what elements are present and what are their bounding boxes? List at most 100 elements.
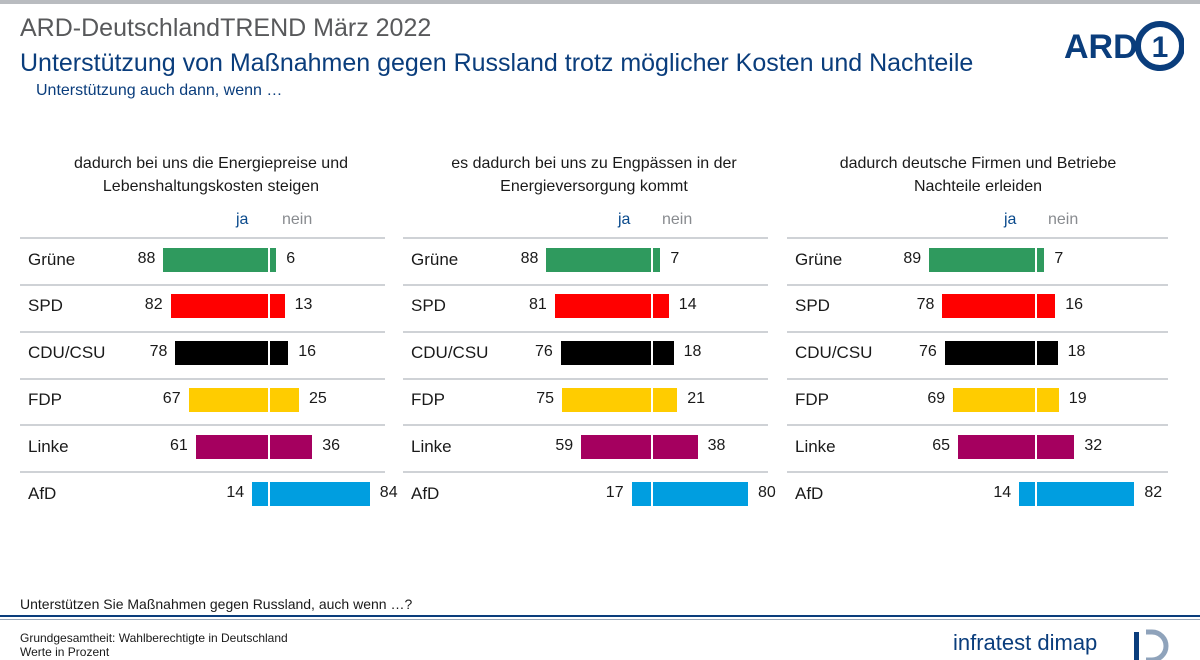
page-subtitle: Unterstützung auch dann, wenn … [36,82,283,99]
value-nein: 32 [1084,437,1103,454]
bar-nein [652,388,678,412]
bar-ja [554,294,652,318]
value-ja: 76 [919,343,937,360]
column-header-ja: ja [618,211,631,228]
zero-line [651,435,653,459]
party-label: AfD [795,484,824,503]
ard-logo-ring [1135,21,1184,71]
zero-line [651,248,653,272]
zero-line [1035,294,1037,318]
bar-ja [929,248,1036,272]
ard-logo-digit: 1 [1152,31,1169,64]
bar-ja [562,388,652,412]
value-nein: 16 [1065,296,1083,313]
value-nein: 38 [707,437,726,454]
bar-nein [1036,482,1135,506]
value-ja: 82 [144,296,163,313]
party-label: FDP [411,390,445,409]
bar-ja [546,248,652,272]
row-divider [20,424,385,426]
column-header-nein: nein [1048,211,1079,228]
column-header-ja: ja [1004,211,1017,228]
zero-line [268,294,270,318]
row-divider [403,331,768,333]
bar-nein [269,482,370,506]
value-nein: 25 [309,390,327,407]
value-nein: 36 [322,437,340,454]
row-divider [787,237,1168,239]
party-label: CDU/CSU [28,343,106,362]
survey-question: Unterstützen Sie Maßnahmen gegen Russlan… [20,596,413,612]
value-ja: 81 [529,296,547,313]
bar-nein [652,435,698,459]
value-nein: 21 [687,390,705,407]
value-nein: 6 [286,250,296,267]
value-nein: 13 [294,296,313,313]
party-label: AfD [411,484,440,503]
zero-line [651,294,653,318]
bar-nein [652,248,661,272]
zero-line [268,341,270,365]
zero-line [1035,388,1037,412]
value-nein: 7 [670,250,680,267]
party-label: Grüne [411,250,459,269]
zero-line [1035,482,1037,506]
bar-ja [1019,482,1036,506]
value-ja: 88 [520,250,539,267]
row-divider [403,471,768,473]
bar-nein [269,248,277,272]
party-label: SPD [411,296,446,315]
value-nein: 80 [758,484,776,501]
bar-ja [252,482,269,506]
zero-line [268,388,270,412]
party-label: Grüne [28,250,76,269]
row-divider [20,378,385,380]
bar-nein [269,435,313,459]
party-label: SPD [28,296,63,315]
zero-line [268,482,270,506]
bar-nein [652,294,669,318]
ard-logo-text: ARD [1064,28,1138,66]
column-header-nein: nein [662,211,693,228]
bar-ja [175,341,269,365]
value-nein: 16 [298,343,316,360]
value-ja: 76 [535,343,553,360]
bar-ja [560,341,652,365]
value-ja: 59 [555,437,574,454]
row-divider [787,378,1168,380]
ard-logo: ARD 1 [1064,21,1184,71]
value-ja: 78 [149,343,168,360]
zero-line [651,482,653,506]
kicker-title: ARD-DeutschlandTREND März 2022 [20,14,432,42]
party-label: Linke [28,437,69,456]
panel-title: dadurch bei uns die Energiepreise und Le… [74,155,348,195]
bar-nein [652,341,674,365]
row-divider [20,237,385,239]
bar-ja [953,388,1036,412]
footer-rule [0,615,1200,617]
party-label: AfD [28,484,57,503]
bar-ja [195,435,269,459]
page-title: Unterstützung von Maßnahmen gegen Russla… [20,49,974,77]
value-nein: 84 [379,484,398,501]
bar-nein [1036,435,1075,459]
panel-title: es dadurch bei uns zu Engpässen in der E… [451,155,737,195]
bar-nein [269,294,285,318]
footnote-unit: Werte in Prozent [20,645,110,659]
bar-ja [188,388,269,412]
zero-line [1035,341,1037,365]
zero-line [1035,248,1037,272]
infratest-logo-icon [1134,629,1169,660]
value-ja: 14 [993,484,1012,501]
value-ja: 61 [170,437,188,454]
zero-line [651,388,653,412]
value-ja: 17 [605,484,624,501]
bar-ja [958,435,1036,459]
row-divider [787,331,1168,333]
footer-rule-thin [0,619,1200,620]
bar-nein [652,482,748,506]
bar-ja [170,294,269,318]
bar-nein [1036,294,1056,318]
bar-ja [631,482,652,506]
footnote-base: Grundgesamtheit: Wahlberechtigte in Deut… [20,631,288,645]
